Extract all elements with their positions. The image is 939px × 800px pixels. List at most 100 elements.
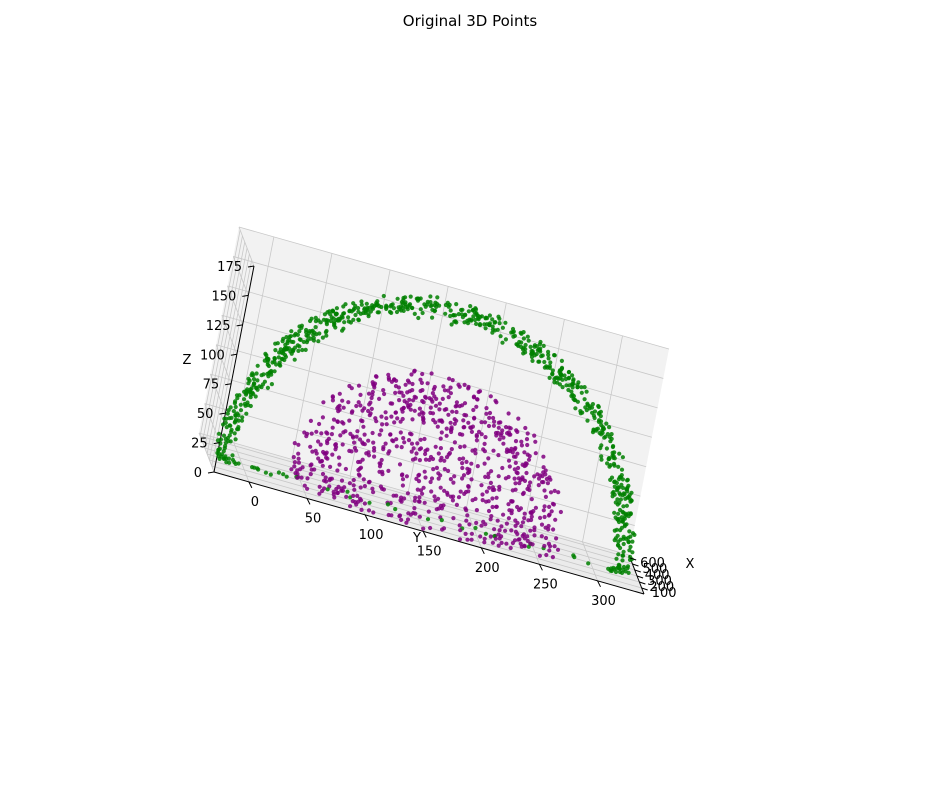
- data-point-purple: [464, 459, 469, 464]
- data-point-green: [623, 496, 628, 501]
- data-point-green: [477, 323, 483, 328]
- data-point-green: [487, 313, 492, 318]
- data-point-green: [552, 353, 557, 358]
- data-point-green: [243, 403, 248, 408]
- x-tick-mark: [629, 557, 637, 561]
- data-point-green: [255, 363, 260, 368]
- data-point-green: [579, 390, 584, 395]
- data-point-purple: [330, 425, 335, 430]
- data-point-purple: [497, 536, 502, 541]
- data-point-purple: [377, 461, 382, 466]
- data-point-purple: [394, 444, 399, 449]
- x-tick-mark: [641, 587, 648, 591]
- data-point-green: [585, 401, 590, 406]
- data-point-green: [557, 382, 563, 387]
- data-point-purple: [512, 467, 517, 472]
- data-point-purple: [356, 383, 362, 388]
- data-point-green: [521, 336, 527, 341]
- data-point-green: [604, 446, 610, 451]
- data-point-purple: [501, 441, 506, 446]
- data-point-purple: [402, 496, 407, 501]
- data-point-purple: [447, 376, 452, 381]
- data-point-green: [612, 450, 617, 455]
- data-point-green: [343, 302, 348, 307]
- data-point-green: [614, 527, 619, 532]
- data-point-green: [537, 342, 543, 347]
- data-point-purple: [486, 475, 491, 480]
- data-point-purple: [446, 395, 451, 400]
- data-point-green: [340, 328, 345, 333]
- data-point-green: [619, 482, 624, 487]
- data-point-purple: [497, 484, 502, 489]
- data-point-purple: [411, 446, 416, 451]
- y-tick-mark: [248, 481, 253, 489]
- y-tick-label: 0: [251, 495, 259, 510]
- data-point-purple: [293, 471, 298, 476]
- data-point-purple: [349, 386, 354, 391]
- data-point-purple: [494, 504, 499, 509]
- data-point-purple: [509, 528, 514, 533]
- data-point-purple: [489, 469, 494, 474]
- x-tick-label: 500: [642, 562, 667, 577]
- data-point-green: [248, 395, 253, 400]
- data-point-purple: [437, 407, 442, 412]
- data-point-green: [490, 330, 495, 335]
- data-point-purple: [464, 508, 469, 513]
- z-tick-label: 50: [197, 407, 214, 422]
- data-point-purple: [429, 489, 434, 494]
- data-point-green: [512, 333, 518, 338]
- data-point-green: [231, 409, 236, 414]
- z-tick-label: 100: [200, 348, 225, 363]
- data-point-purple: [429, 371, 434, 376]
- data-point-green: [384, 306, 389, 311]
- data-point-purple: [404, 474, 409, 479]
- data-point-green: [267, 370, 272, 376]
- data-point-green: [580, 410, 585, 415]
- data-point-purple: [486, 456, 491, 461]
- data-point-green: [223, 440, 228, 445]
- data-point-green: [541, 343, 546, 348]
- data-point-purple: [336, 455, 342, 460]
- data-point-green: [584, 389, 589, 394]
- grid-line-y-back: [582, 335, 623, 542]
- data-point-purple: [366, 438, 371, 443]
- data-point-green: [409, 305, 415, 310]
- data-point-purple: [361, 477, 366, 482]
- data-point-purple: [305, 486, 310, 491]
- data-point-purple: [496, 474, 501, 479]
- data-point-purple: [320, 471, 326, 477]
- data-point-purple: [450, 409, 455, 414]
- data-point-purple: [296, 451, 301, 456]
- data-point-green: [414, 296, 419, 301]
- data-point-green: [539, 354, 544, 359]
- z-tick-label: 0: [194, 466, 202, 481]
- data-point-purple: [466, 420, 471, 425]
- data-point-purple: [436, 451, 441, 456]
- data-point-purple: [482, 441, 487, 446]
- data-point-purple: [370, 430, 375, 436]
- data-point-green: [230, 453, 235, 458]
- grid-line-z-left: [210, 373, 226, 414]
- data-point-green: [548, 360, 553, 365]
- data-point-purple: [506, 502, 511, 507]
- data-point-purple: [402, 440, 407, 445]
- data-point-purple: [467, 522, 472, 527]
- data-point-green: [443, 311, 448, 316]
- data-point-purple: [399, 517, 404, 523]
- data-point-purple: [515, 504, 520, 510]
- data-point-green: [620, 553, 625, 558]
- data-point-purple: [487, 410, 493, 416]
- data-point-purple: [491, 448, 496, 453]
- data-point-green: [626, 539, 631, 544]
- data-point-purple: [413, 511, 418, 516]
- data-point-green: [284, 474, 289, 479]
- data-point-purple: [419, 380, 424, 385]
- data-point-purple: [412, 498, 417, 503]
- data-point-purple: [482, 449, 487, 454]
- grid-line-z-left: [221, 315, 238, 355]
- data-point-purple: [381, 388, 386, 393]
- data-point-green: [318, 320, 323, 325]
- data-point-green: [251, 391, 256, 396]
- data-point-purple: [517, 481, 522, 486]
